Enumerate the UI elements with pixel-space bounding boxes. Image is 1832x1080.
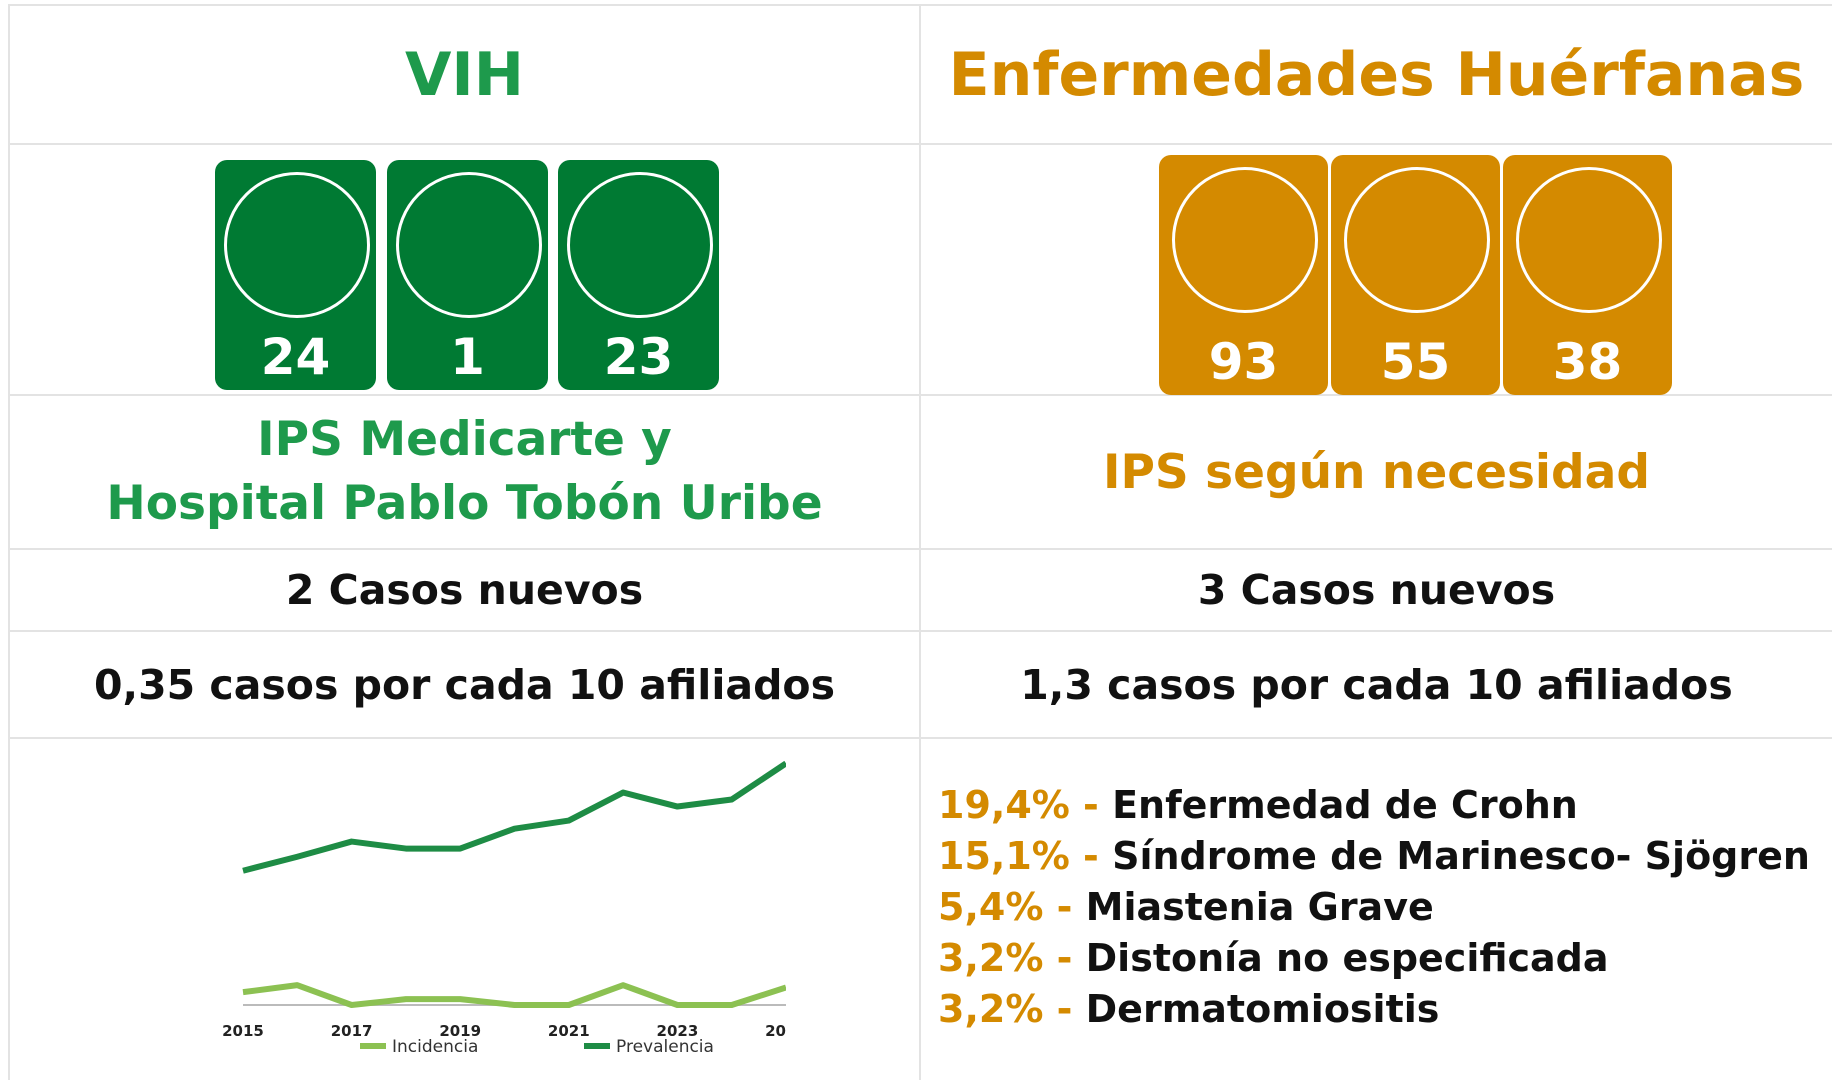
list-name: Miastenia Grave [1085, 885, 1434, 929]
tile: 24 [215, 160, 376, 390]
tile-ring [223, 172, 370, 318]
line-series [242, 760, 786, 874]
tile-value: 55 [1380, 333, 1451, 391]
tile: 38 [1503, 155, 1672, 395]
tile: 23 [558, 160, 719, 390]
new-cases: 3 Casos nuevos [1197, 566, 1556, 614]
x-tick-label: 2019 [439, 1022, 481, 1040]
list-name: Dermatomiositis [1085, 987, 1440, 1031]
legend-label: Incidencia [392, 1037, 478, 1057]
x-tick-label: 2021 [548, 1022, 590, 1040]
x-tick-label: 2017 [331, 1022, 373, 1040]
new-cases: 2 Casos nuevos [285, 566, 644, 614]
tile-ring [395, 172, 542, 318]
tile-value: 24 [260, 328, 331, 386]
list-name: Distonía no especificada [1085, 936, 1609, 980]
line-series [242, 982, 786, 1008]
ips: IPS según necesidad [1102, 444, 1651, 500]
ips-line: Hospital Pablo Tobón Uribe [106, 476, 823, 531]
tile: 1 [387, 160, 548, 390]
list-item: 3,2% - Distonía no especificada [938, 933, 1810, 984]
rule [8, 4, 10, 1080]
list-pct: 15,1% - [938, 834, 1099, 878]
title: VIH [405, 39, 524, 110]
list-item: 5,4% - Miastenia Grave [938, 882, 1810, 933]
rate: 0,35 casos por cada 10 afiliados [93, 660, 835, 709]
list-pct: 3,2% - [938, 987, 1073, 1031]
chart: 2015 2017 2019 2021 2023 2025 Incidencia Preva… [222, 760, 807, 1057]
disease-list: 19,4% - Enfermedad de Crohn 15,1% - Síndr… [938, 780, 1810, 1035]
list-pct: 19,4% - [938, 783, 1099, 827]
tile-ring [1343, 167, 1490, 313]
tile-value: 93 [1208, 333, 1279, 391]
rate: 1,3 casos por cada 10 afiliados [1020, 660, 1733, 709]
x-tick-label: 2023 [657, 1022, 699, 1040]
rule [919, 4, 921, 1080]
tile-ring [566, 172, 713, 318]
list-name: Enfermedad de Crohn [1112, 783, 1578, 827]
list-name: Síndrome de Marinesco- Sjögren [1112, 834, 1810, 878]
title: Enfermedades Huérfanas [948, 39, 1805, 110]
ips-line: IPS Medicarte y [257, 412, 672, 467]
tile-value: 23 [603, 328, 674, 386]
legend-label: Prevalencia [616, 1037, 714, 1057]
x-tick-label: 2025 [765, 1022, 807, 1040]
tile: 55 [1331, 155, 1500, 395]
tile-value: 1 [450, 328, 485, 386]
x-tick-label: 2015 [222, 1022, 264, 1040]
tile-ring [1515, 167, 1662, 313]
list-item: 3,2% - Dermatomiositis [938, 984, 1810, 1035]
plot: 2015 2017 2019 2021 2023 2025 [222, 760, 807, 1040]
tile-value: 38 [1552, 333, 1623, 391]
tile: 93 [1159, 155, 1328, 395]
list-pct: 5,4% - [938, 885, 1073, 929]
tile-ring [1171, 167, 1318, 313]
list-item: 15,1% - Síndrome de Marinesco- Sjögren [938, 831, 1810, 882]
list-pct: 3,2% - [938, 936, 1073, 980]
ips: IPS Medicarte y Hospital Pablo Tobón Uri… [10, 396, 919, 548]
list-item: 19,4% - Enfermedad de Crohn [938, 780, 1810, 831]
